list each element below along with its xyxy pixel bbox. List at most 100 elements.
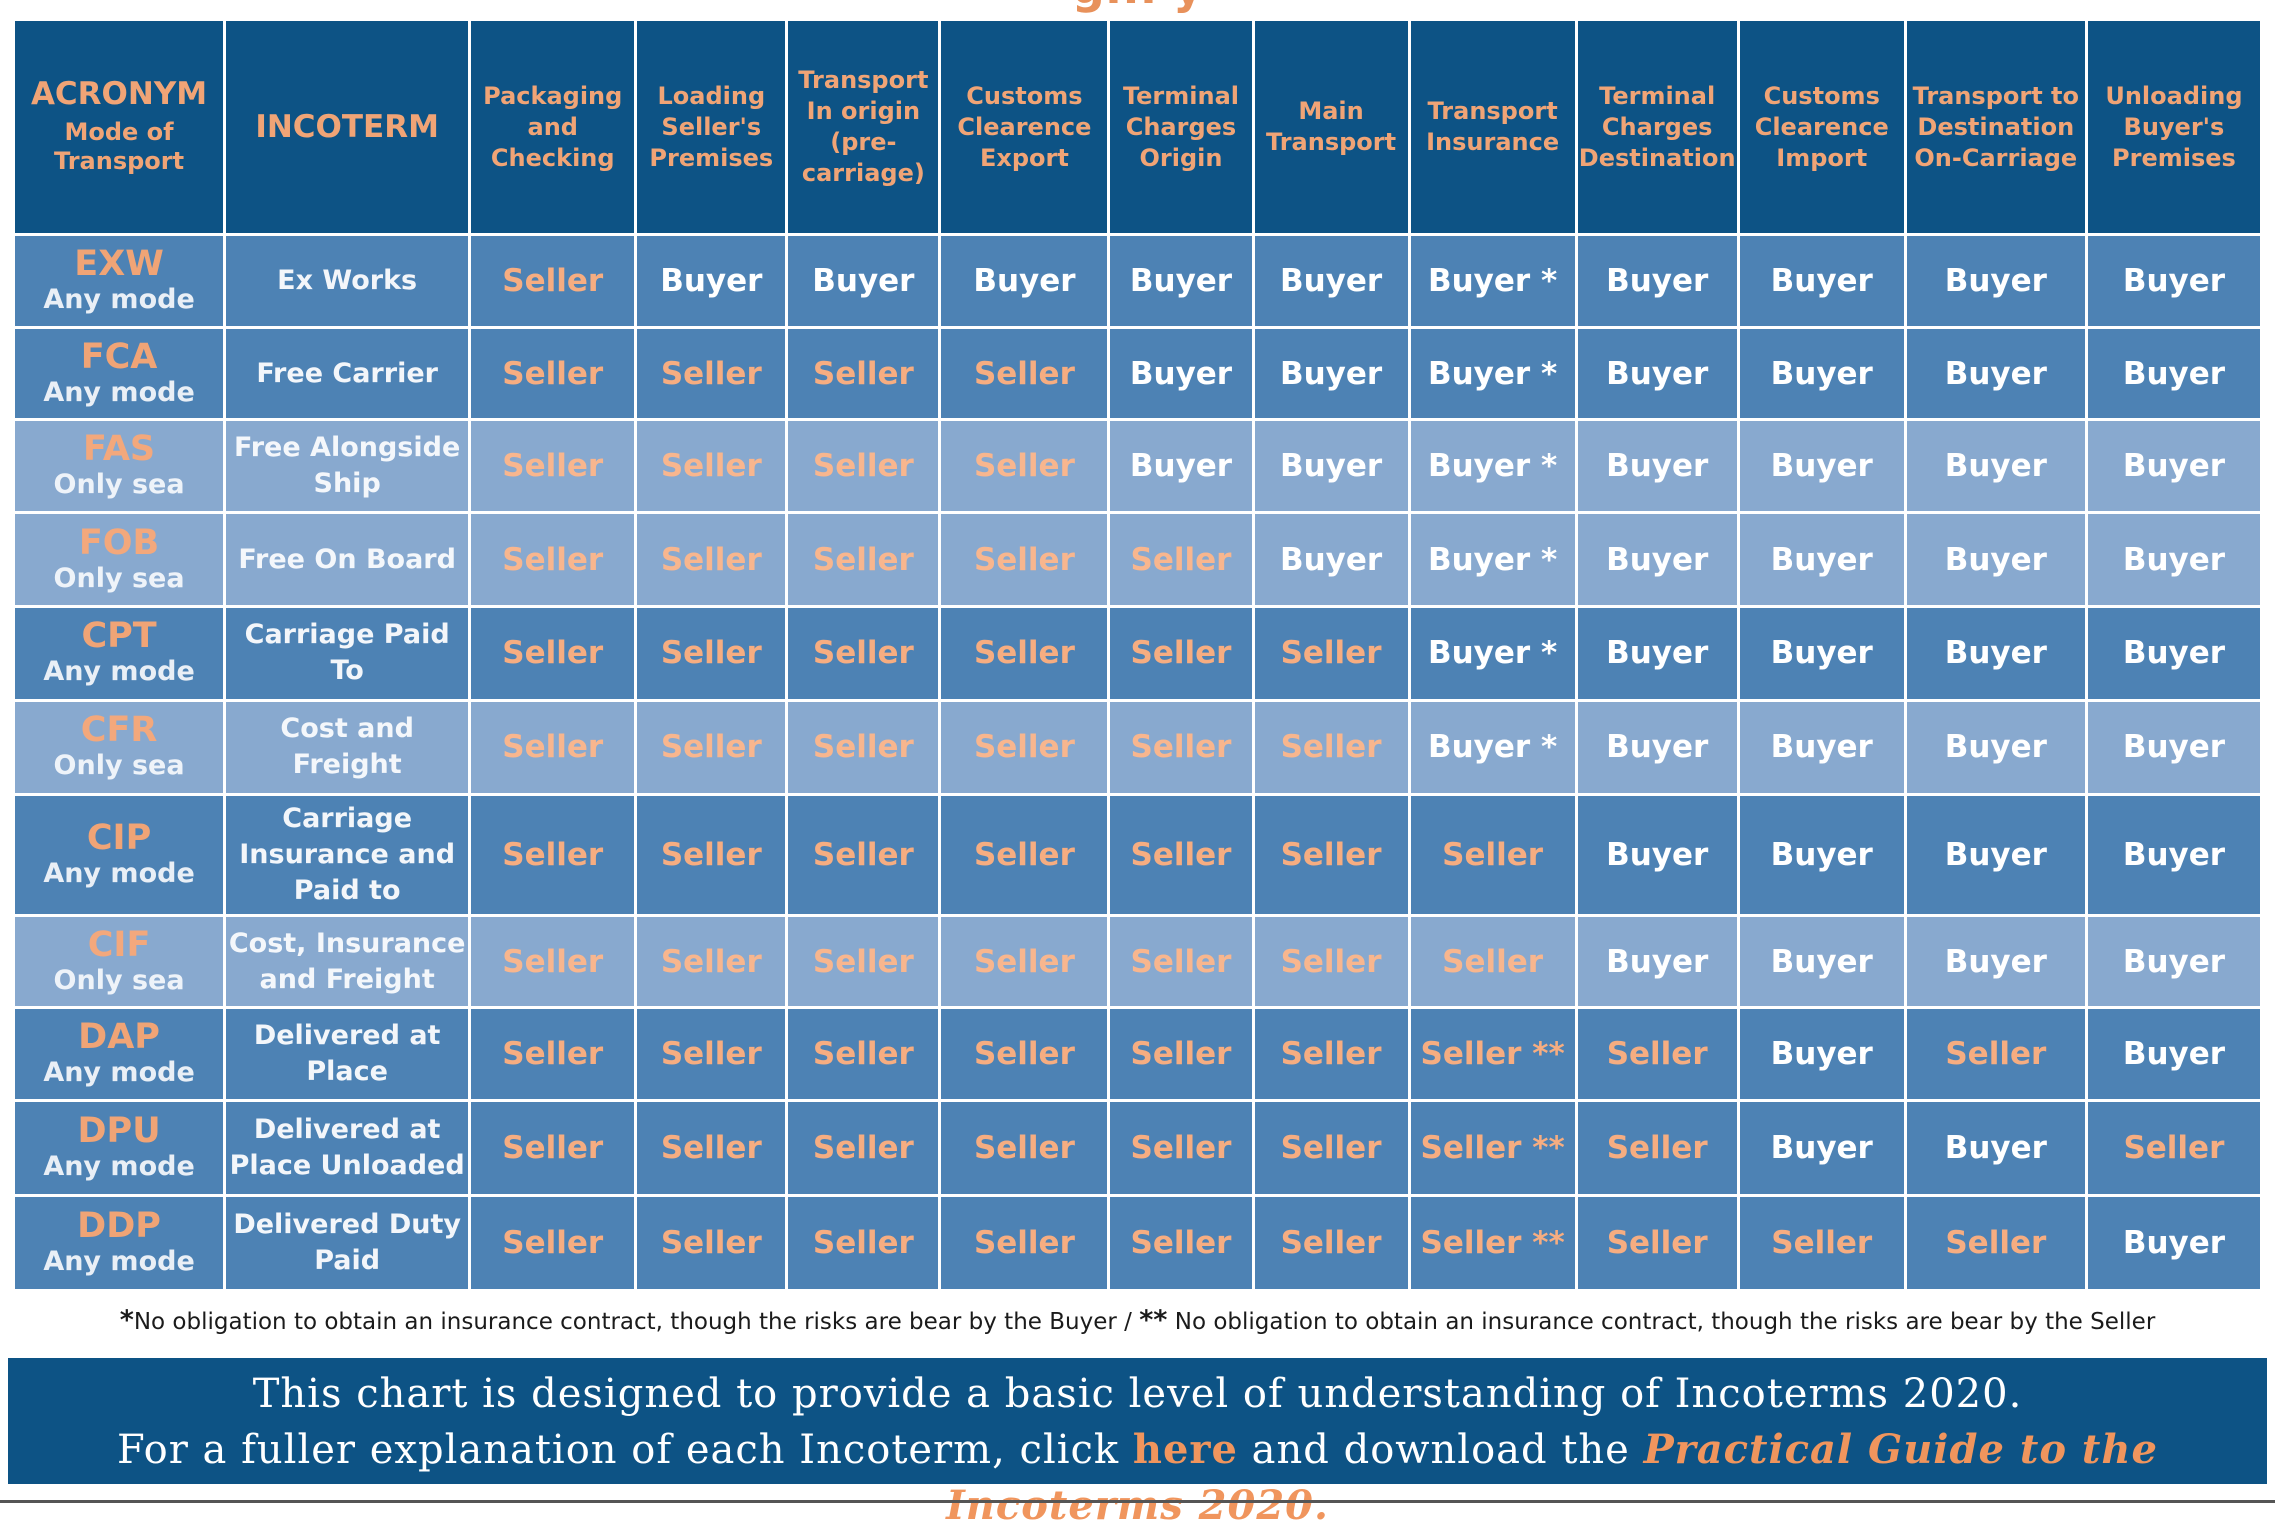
responsibility-cell: Seller — [471, 328, 635, 419]
responsibility-cell: Buyer — [1906, 328, 2085, 419]
responsibility-cell: Seller — [1110, 916, 1252, 1007]
incoterm-name: Free Alongside Ship — [226, 421, 469, 512]
responsibility-cell: Buyer — [1906, 514, 2085, 605]
responsibility-cell: Seller — [637, 701, 786, 793]
header-mode-label: Mode of Transport — [53, 117, 185, 175]
info-banner: This chart is designed to provide a basi… — [8, 1358, 2267, 1529]
responsibility-cell: Buyer — [941, 236, 1108, 326]
responsibility-cell: Buyer — [1739, 421, 1904, 512]
incoterms-table-wrapper: ACRONYM Mode of Transport INCOTERM Packa… — [12, 18, 2263, 1292]
header-row: ACRONYM Mode of Transport INCOTERM Packa… — [15, 21, 2260, 233]
responsibility-cell: Buyer — [1110, 236, 1252, 326]
responsibility-cell: Seller ** — [1410, 1196, 1575, 1289]
table-row: CPT Any mode Carriage Paid To Seller Seller S… — [15, 607, 2260, 699]
responsibility-cell: Seller — [788, 1009, 939, 1100]
responsibility-cell: Seller — [941, 701, 1108, 793]
table-row: DDP Any mode Delivered Duty Paid Seller Sell… — [15, 1196, 2260, 1289]
transport-mode: Any mode — [43, 656, 195, 688]
responsibility-cell: Buyer — [2087, 1009, 2260, 1100]
responsibility-cell: Seller — [471, 701, 635, 793]
responsibility-cell: Seller — [637, 421, 786, 512]
responsibility-cell: Buyer — [1739, 1009, 1904, 1100]
responsibility-cell: Seller — [637, 328, 786, 419]
header-column: Transport Insurance — [1410, 21, 1575, 233]
responsibility-cell: Buyer — [2087, 421, 2260, 512]
table-row: CIP Any mode Carriage Insurance and Paid t… — [15, 795, 2260, 914]
responsibility-cell: Buyer — [2087, 701, 2260, 793]
responsibility-cell: Buyer — [1577, 916, 1737, 1007]
responsibility-cell: Buyer — [1906, 701, 2085, 793]
header-acronym-label: ACRONYM — [30, 75, 208, 112]
responsibility-cell: Seller — [637, 1102, 786, 1194]
header-column: Transport to Destination On-Carriage — [1906, 21, 2085, 233]
responsibility-cell: Seller — [637, 514, 786, 605]
footnote-text-seller: No obligation to obtain an insurance con… — [1174, 1309, 2156, 1335]
responsibility-cell: Seller — [788, 795, 939, 914]
responsibility-cell: Buyer * — [1410, 421, 1575, 512]
responsibility-cell: Buyer * — [1410, 236, 1575, 326]
incoterm-name: Free Carrier — [226, 328, 469, 419]
table-row: DAP Any mode Delivered at Place Seller Selle… — [15, 1009, 2260, 1100]
responsibility-cell: Seller — [471, 236, 635, 326]
responsibility-cell: Buyer — [637, 236, 786, 326]
incoterm-name: Delivered at Place — [226, 1009, 469, 1100]
responsibility-cell: Buyer — [1906, 236, 2085, 326]
header-incoterm: INCOTERM — [226, 21, 469, 233]
responsibility-cell: Seller — [941, 607, 1108, 699]
transport-mode: Any mode — [43, 857, 195, 889]
responsibility-cell: Seller — [941, 328, 1108, 419]
incoterm-code: DDP — [77, 1205, 161, 1246]
incoterm-code: EXW — [74, 243, 164, 284]
responsibility-cell: Buyer — [1739, 607, 1904, 699]
header-column: Transport In origin (pre-carriage) — [788, 21, 939, 233]
incoterm-acronym-cell: CPT Any mode — [15, 607, 224, 699]
responsibility-cell: Seller — [941, 514, 1108, 605]
table-row: FOB Only sea Free On Board Seller Seller Sell… — [15, 514, 2260, 605]
responsibility-cell: Seller — [788, 514, 939, 605]
responsibility-cell: Buyer — [1739, 514, 1904, 605]
responsibility-cell: Seller — [788, 607, 939, 699]
header-column: Customs Clearence Export — [941, 21, 1108, 233]
responsibility-cell: Seller — [1110, 1009, 1252, 1100]
responsibility-cell: Seller — [788, 701, 939, 793]
responsibility-cell: Seller — [637, 795, 786, 914]
responsibility-cell: Seller — [1110, 795, 1252, 914]
responsibility-cell: Buyer — [1739, 795, 1904, 914]
responsibility-cell: Buyer * — [1410, 328, 1575, 419]
responsibility-cell: Seller — [1906, 1009, 2085, 1100]
responsibility-cell: Seller — [471, 1102, 635, 1194]
header-column: Main Transport — [1254, 21, 1408, 233]
incoterm-code: CFR — [80, 710, 158, 751]
responsibility-cell: Buyer — [1254, 514, 1408, 605]
responsibility-cell: Buyer — [1739, 1102, 1904, 1194]
incoterm-acronym-cell: FOB Only sea — [15, 514, 224, 605]
responsibility-cell: Seller — [471, 421, 635, 512]
responsibility-cell: Buyer * — [1410, 514, 1575, 605]
incoterm-code: FOB — [78, 522, 160, 563]
responsibility-cell: Seller — [1254, 607, 1408, 699]
responsibility-cell: Seller — [1577, 1102, 1737, 1194]
table-row: DPU Any mode Delivered at Place Unloaded Se… — [15, 1102, 2260, 1194]
responsibility-cell: Buyer — [1739, 916, 1904, 1007]
transport-mode: Only sea — [53, 562, 185, 594]
responsibility-cell: Seller — [941, 1196, 1108, 1289]
responsibility-cell: Seller — [637, 916, 786, 1007]
responsibility-cell: Seller — [471, 1196, 635, 1289]
banner-line-2-middle: and download the — [1251, 1427, 1630, 1473]
here-link[interactable]: here — [1132, 1426, 1238, 1473]
header-column: Terminal Charges Origin — [1110, 21, 1252, 233]
responsibility-cell: Seller — [637, 1196, 786, 1289]
responsibility-cell: Seller — [788, 916, 939, 1007]
responsibility-cell: Seller — [1577, 1009, 1737, 1100]
responsibility-cell: Seller — [1906, 1196, 2085, 1289]
incoterm-name: Ex Works — [226, 236, 469, 326]
header-column: Packaging and Checking — [471, 21, 635, 233]
responsibility-cell: Seller — [637, 607, 786, 699]
incoterm-name: Free On Board — [226, 514, 469, 605]
responsibility-cell: Buyer — [1577, 421, 1737, 512]
incoterm-name: Carriage Insurance and Paid to — [226, 795, 469, 914]
banner-line-2-before: For a fuller explanation of each Incoter… — [117, 1427, 1120, 1473]
footnote-star-double: ** — [1139, 1305, 1168, 1336]
transport-mode: Any mode — [43, 1245, 195, 1277]
responsibility-cell: Seller — [1110, 1102, 1252, 1194]
